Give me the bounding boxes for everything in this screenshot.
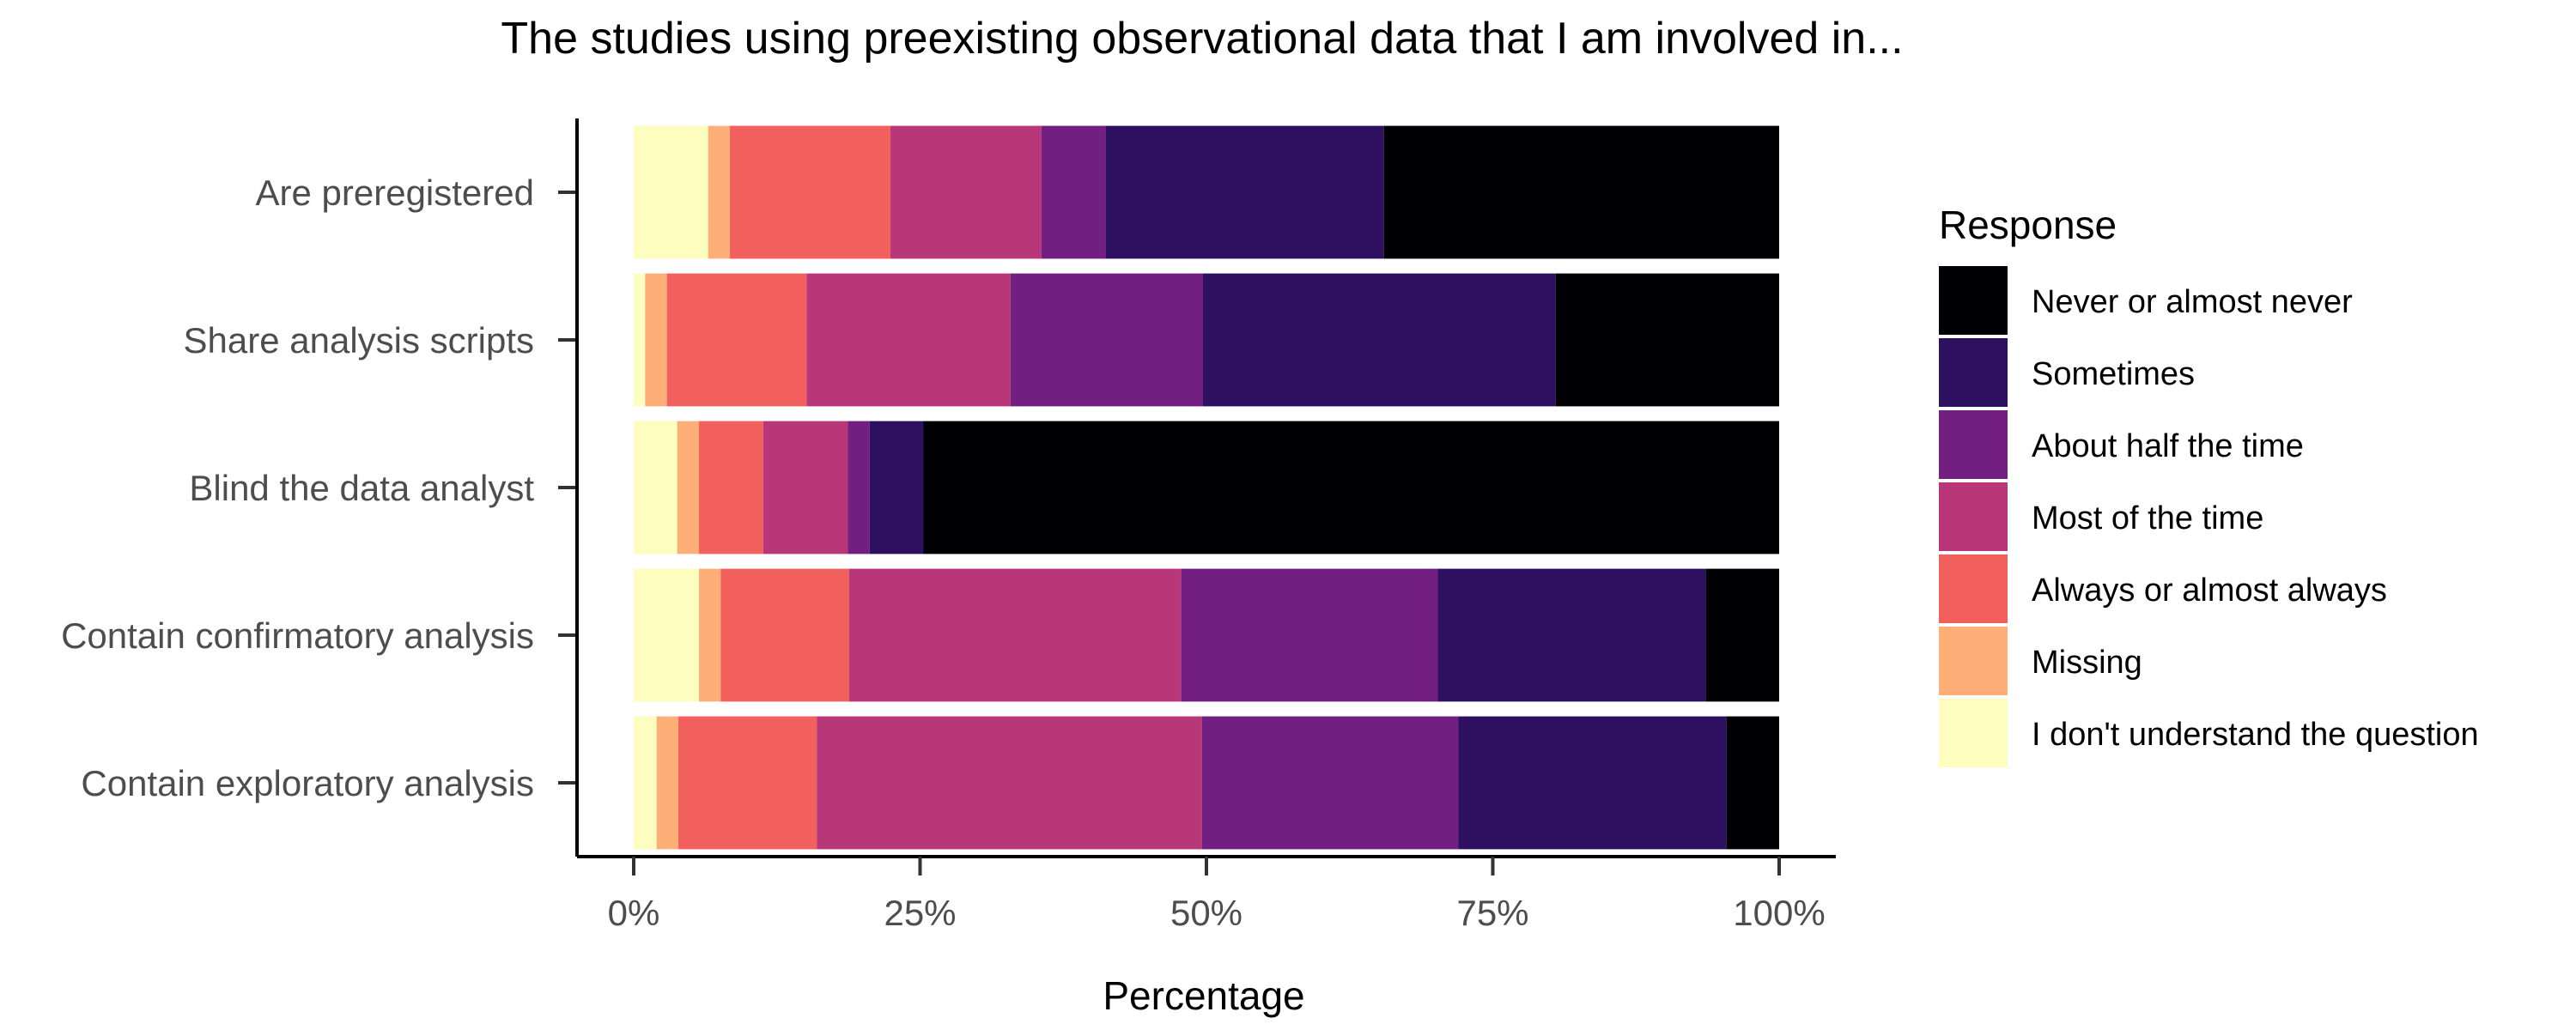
chart-title: The studies using preexisting observatio… xyxy=(501,14,1903,64)
legend-label-most-of-the-time: Most of the time xyxy=(2032,500,2263,536)
bar-segment-share-analysis-scripts-about-half-the-time xyxy=(1010,273,1203,407)
y-axis: Are preregistered Share analysis scripts B… xyxy=(61,118,579,857)
bar-segment-contain-exploratory-analysis-most-of-the-time xyxy=(817,716,1202,850)
bar-segment-contain-confirmatory-analysis-always-or-almost-always xyxy=(720,568,849,702)
y-tick-label: Contain confirmatory analysis xyxy=(61,615,534,656)
bar-segment-are-preregistered-about-half-the-time xyxy=(1041,125,1106,259)
x-axis-title: Percentage xyxy=(1103,973,1304,1018)
bar-segment-blind-the-data-analyst-i-don-t-understand-the-question xyxy=(634,421,677,554)
x-tick-label: 100% xyxy=(1733,893,1825,933)
legend-items: Never or almost never Sometimes About half… xyxy=(1939,266,2479,767)
bar-segment-contain-confirmatory-analysis-most-of-the-time xyxy=(848,568,1182,702)
legend-label-about-half-the-time: About half the time xyxy=(2032,428,2304,464)
bar-segment-contain-exploratory-analysis-missing xyxy=(656,716,679,850)
bar-segment-share-analysis-scripts-i-don-t-understand-the-question xyxy=(634,273,646,407)
bar-segment-share-analysis-scripts-most-of-the-time xyxy=(806,273,1011,407)
bar-segment-contain-exploratory-analysis-about-half-the-time xyxy=(1201,716,1459,850)
bar-segment-contain-confirmatory-analysis-sometimes xyxy=(1437,568,1706,702)
legend-key-never-or-almost-never xyxy=(1939,266,2008,335)
x-tick-label: 50% xyxy=(1170,893,1242,933)
bar-segment-blind-the-data-analyst-always-or-almost-always xyxy=(699,421,763,554)
bar-segment-are-preregistered-missing xyxy=(708,125,731,259)
y-tick-label: Blind the data analyst xyxy=(189,468,534,508)
bar-segment-contain-exploratory-analysis-sometimes xyxy=(1458,716,1727,850)
bars-group xyxy=(634,125,1779,850)
bar-segment-are-preregistered-always-or-almost-always xyxy=(730,125,890,259)
legend-key-about-half-the-time xyxy=(1939,410,2008,479)
legend-key-missing xyxy=(1939,627,2008,695)
bar-segment-blind-the-data-analyst-about-half-the-time xyxy=(848,421,870,554)
legend-label-sometimes: Sometimes xyxy=(2032,356,2195,392)
legend: Response Never or almost never Sometimes A… xyxy=(1939,203,2479,767)
legend-label-always-or-almost-always: Always or almost always xyxy=(2032,573,2387,609)
bar-segment-blind-the-data-analyst-missing xyxy=(677,421,700,554)
x-axis: 0% 25% 50% 75% 100% xyxy=(577,855,1836,933)
y-tick-label: Contain exploratory analysis xyxy=(81,763,534,803)
bar-segment-share-analysis-scripts-missing xyxy=(645,273,667,407)
legend-key-sometimes xyxy=(1939,338,2008,407)
bar-segment-are-preregistered-sometimes xyxy=(1105,125,1384,259)
x-tick-label: 75% xyxy=(1456,893,1528,933)
bar-segment-share-analysis-scripts-always-or-almost-always xyxy=(666,273,807,407)
bar-segment-are-preregistered-most-of-the-time xyxy=(890,125,1042,259)
y-tick-label: Share analysis scripts xyxy=(184,320,535,360)
bar-segment-blind-the-data-analyst-never-or-almost-never xyxy=(923,421,1779,554)
bar-segment-contain-exploratory-analysis-always-or-almost-always xyxy=(678,716,817,850)
bar-segment-share-analysis-scripts-never-or-almost-never xyxy=(1555,273,1779,407)
legend-label-i-don-t-understand-the-question: I don't understand the question xyxy=(2032,717,2479,753)
bar-segment-blind-the-data-analyst-most-of-the-time xyxy=(762,421,848,554)
legend-title: Response xyxy=(1939,203,2117,247)
bar-segment-are-preregistered-never-or-almost-never xyxy=(1383,125,1779,259)
bar-segment-contain-exploratory-analysis-i-don-t-understand-the-question xyxy=(634,716,657,850)
legend-key-always-or-almost-always xyxy=(1939,554,2008,623)
bar-segment-contain-confirmatory-analysis-never-or-almost-never xyxy=(1705,568,1779,702)
bar-segment-blind-the-data-analyst-sometimes xyxy=(869,421,924,554)
bar-segment-contain-confirmatory-analysis-missing xyxy=(699,568,721,702)
bar-segment-are-preregistered-i-don-t-understand-the-question xyxy=(634,125,708,259)
legend-label-missing: Missing xyxy=(2032,645,2142,681)
legend-key-most-of-the-time xyxy=(1939,482,2008,551)
x-tick-label: 25% xyxy=(884,893,956,933)
bar-segment-contain-confirmatory-analysis-about-half-the-time xyxy=(1181,568,1438,702)
bar-segment-contain-confirmatory-analysis-i-don-t-understand-the-question xyxy=(634,568,700,702)
legend-key-i-don-t-understand-the-question xyxy=(1939,699,2008,767)
legend-label-never-or-almost-never: Never or almost never xyxy=(2032,284,2353,320)
bar-segment-share-analysis-scripts-sometimes xyxy=(1202,273,1556,407)
bar-segment-contain-exploratory-analysis-never-or-almost-never xyxy=(1726,716,1779,850)
y-tick-label: Are preregistered xyxy=(256,173,535,213)
x-tick-label: 0% xyxy=(608,893,660,933)
